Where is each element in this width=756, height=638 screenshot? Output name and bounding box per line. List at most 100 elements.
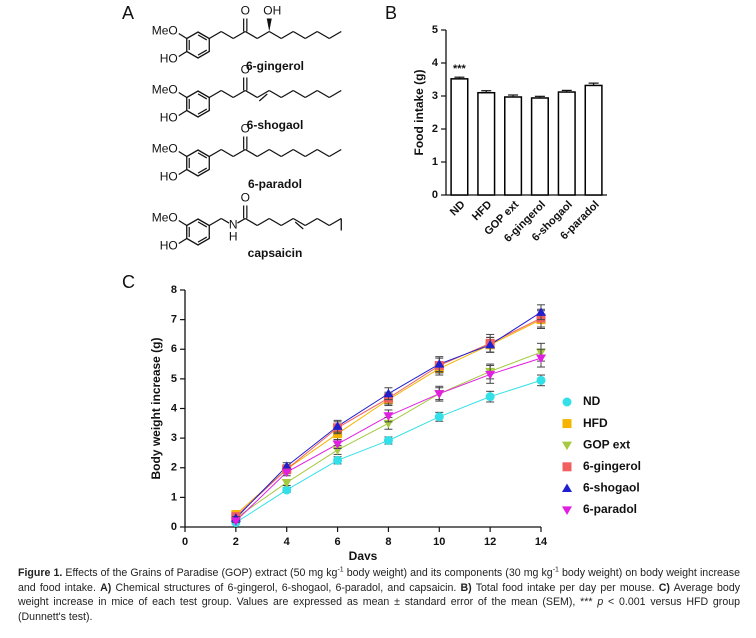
data-point (485, 392, 495, 402)
compound-name: 6-shogaol (247, 118, 304, 132)
bond (268, 148, 282, 158)
atom-label: O (241, 122, 250, 136)
legend-label: ND (583, 394, 601, 408)
x-tick-label: 6 (335, 536, 341, 548)
caption-text: Average body weight increase in mice of … (18, 581, 741, 609)
panel-label: A (122, 3, 134, 23)
y-tick-label: 2 (171, 462, 177, 474)
caption-text: C) (658, 581, 670, 594)
compound-name: capsaicin (248, 246, 303, 260)
bond (304, 217, 318, 227)
ring (186, 90, 210, 118)
bond (256, 30, 270, 40)
x-tick-label: 14 (535, 536, 548, 548)
y-tick-label: 3 (432, 90, 438, 102)
data-point (282, 485, 292, 495)
ring-bond (197, 167, 208, 174)
data-point (536, 354, 546, 364)
bond (328, 148, 342, 158)
panel-label: B (385, 3, 397, 23)
ring-bond (197, 34, 208, 41)
legend-marker (562, 397, 572, 407)
ring-bond (197, 236, 208, 243)
bar (557, 91, 576, 196)
atom-label: N (229, 218, 238, 232)
y-tick-label: 5 (171, 373, 177, 385)
caption-text: Effects of the Grains of Paradise (GOP) … (62, 567, 338, 579)
y-axis-label: Body weight increase (g) (149, 337, 163, 479)
bond (208, 217, 222, 227)
bond (292, 148, 306, 158)
bond (220, 217, 230, 224)
legend-marker (562, 506, 572, 515)
caption-text: -1 (552, 566, 559, 574)
bar (504, 96, 523, 196)
ring (186, 149, 210, 177)
significance: *** (453, 63, 467, 75)
bond (280, 30, 294, 40)
data-point (230, 517, 241, 527)
x-axis-label: Days (349, 549, 378, 560)
atom-label: OH (263, 4, 281, 18)
bond (280, 217, 294, 227)
caption-text: Chemical structures of 6-gingerol, 6-sho… (111, 581, 461, 594)
bond (237, 217, 246, 224)
data-point (536, 307, 546, 316)
bond (256, 148, 270, 158)
atom-label: O (241, 4, 250, 18)
caption-text: body weight) on body weight increase and… (18, 567, 740, 594)
legend-label: 6-paradol (583, 502, 637, 516)
ring-bond (197, 49, 208, 56)
bond (232, 148, 246, 158)
bond (328, 89, 342, 99)
bond (244, 30, 258, 40)
compound-name: 6-gingerol (246, 59, 304, 73)
bond (256, 89, 270, 99)
bond (268, 217, 282, 227)
bond (178, 50, 188, 58)
ring-bond (197, 152, 208, 159)
bond (178, 109, 188, 117)
bond (316, 148, 330, 158)
legend-marker (562, 441, 572, 451)
atom-label: HO (160, 239, 178, 253)
data-point (383, 388, 394, 398)
bond (316, 217, 330, 227)
bond (304, 30, 318, 40)
ring-bond (197, 93, 208, 100)
y-tick-label: 1 (432, 156, 438, 168)
bond (178, 237, 188, 245)
atom-label: HO (160, 170, 178, 184)
bond (292, 30, 306, 40)
x-tick-label: 10 (433, 536, 445, 548)
y-tick-label: 4 (432, 57, 439, 69)
data-point (383, 435, 393, 445)
bond (244, 89, 258, 99)
bar (584, 84, 603, 196)
caption-text: < 0.001 versus HFD group (Dunnett's test… (18, 596, 741, 623)
bar (530, 97, 549, 196)
bond (208, 89, 222, 99)
bond (208, 148, 222, 158)
compound-name: 6-paradol (248, 177, 302, 191)
x-tick-label: 4 (284, 536, 291, 548)
bond (304, 148, 318, 158)
y-tick-label: 8 (171, 284, 177, 296)
bond (280, 89, 294, 99)
caption-text: A) (100, 581, 112, 594)
bond (280, 148, 294, 158)
bond (328, 30, 342, 40)
legend-marker (562, 462, 572, 472)
y-tick-label: 7 (171, 314, 177, 326)
data-point (332, 421, 343, 430)
atom-label: MeO (152, 142, 178, 156)
bond (328, 217, 342, 227)
bond (232, 89, 246, 99)
y-tick-label: 0 (171, 521, 177, 533)
ring-bond (197, 108, 208, 115)
bond (316, 30, 330, 40)
y-tick-label: 4 (171, 402, 178, 414)
atom-label: HO (160, 111, 178, 125)
bond (244, 217, 258, 227)
